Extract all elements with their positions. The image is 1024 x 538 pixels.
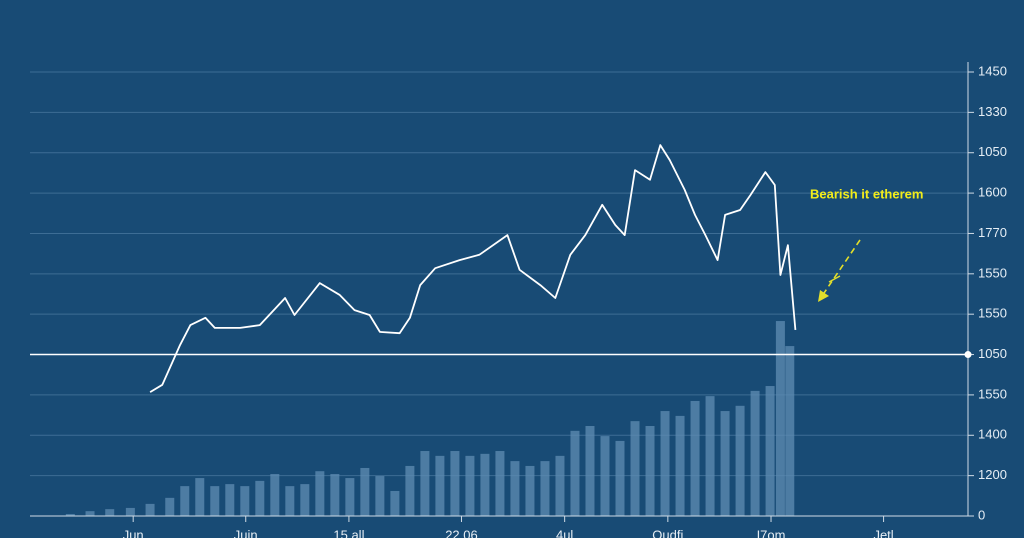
volume-bar — [420, 451, 430, 516]
y-tick-label: 1050 — [978, 346, 1007, 361]
volume-bar — [465, 455, 475, 516]
volume-bar — [615, 440, 625, 516]
y-tick-label: 1450 — [978, 63, 1007, 78]
volume-bar — [240, 486, 250, 516]
volume-bar — [450, 451, 460, 516]
volume-bar — [315, 471, 325, 516]
price-line — [149, 144, 797, 393]
volume-bar — [785, 346, 795, 516]
volume-bar — [270, 474, 280, 516]
volume-bar — [555, 455, 565, 516]
y-tick-label: 1200 — [978, 467, 1007, 482]
y-tick-label: 1600 — [978, 185, 1007, 200]
y-tick-label: 1550 — [978, 306, 1007, 321]
arrow-tick — [828, 275, 841, 283]
x-tick-label: Jujn — [234, 527, 258, 538]
annotation-arrow — [821, 239, 861, 297]
reference-dot — [964, 351, 972, 359]
volume-bar — [285, 486, 295, 516]
y-tick-label: 1770 — [978, 225, 1007, 240]
volume-bar — [645, 425, 655, 516]
volume-bar — [495, 451, 505, 516]
x-tick-label: 15 all — [333, 527, 364, 538]
volume-bar — [775, 321, 785, 516]
volume-bar — [480, 453, 490, 516]
volume-bar — [765, 386, 775, 516]
y-tick-label: 1400 — [978, 427, 1007, 442]
volume-bar — [675, 415, 685, 516]
volume-bar — [145, 503, 155, 516]
y-tick-label: 1550 — [978, 265, 1007, 280]
volume-bar — [65, 513, 75, 516]
volume-bar — [600, 436, 610, 516]
y-tick-label: 1550 — [978, 386, 1007, 401]
volume-bar — [525, 465, 535, 516]
volume-bar — [435, 455, 445, 516]
volume-bar — [630, 421, 640, 516]
volume-bar — [510, 461, 520, 516]
x-tick-label: Jun — [123, 527, 144, 538]
volume-bar — [690, 400, 700, 516]
volume-bar — [105, 509, 115, 516]
volume-bar — [570, 430, 580, 516]
volume-bar — [705, 396, 715, 516]
volume-bar — [735, 405, 745, 516]
volume-bar — [660, 411, 670, 516]
volume-bar — [405, 465, 415, 516]
y-tick-label: 0 — [978, 507, 985, 522]
volume-bar — [585, 425, 595, 516]
volume-bar — [165, 497, 175, 516]
arrow-head — [818, 290, 829, 302]
volume-bar — [750, 390, 760, 516]
y-tick-label: 1330 — [978, 104, 1007, 119]
volume-bar — [225, 484, 235, 516]
x-tick-label: 22.06 — [445, 527, 478, 538]
volume-bar — [330, 474, 340, 516]
y-tick-label: 1050 — [978, 144, 1007, 159]
volume-bar — [255, 480, 265, 516]
x-tick-label: Oudfi — [652, 527, 683, 538]
line-layer — [30, 144, 968, 393]
volume-bar — [125, 507, 135, 516]
volume-bar — [540, 461, 550, 516]
volume-bar — [720, 411, 730, 516]
volume-bar — [360, 467, 370, 516]
volume-bar — [345, 478, 355, 516]
bar-layer — [65, 321, 795, 516]
x-tick-label: 4ul — [556, 527, 573, 538]
volume-bar — [300, 484, 310, 516]
volume-bar — [375, 476, 385, 516]
x-tick-label: Jetl — [873, 527, 893, 538]
volume-bar — [390, 490, 400, 516]
annotation: Bearish it etherem — [810, 186, 923, 201]
volume-bar — [85, 511, 95, 516]
volume-bar — [195, 478, 205, 516]
volume-bar — [180, 486, 190, 516]
volume-bar — [210, 486, 220, 516]
axis-layer: Bearish it etherem 1450 1330 1050 1600 1770 1… — [30, 62, 1007, 538]
x-tick-label: I7om — [757, 527, 786, 538]
